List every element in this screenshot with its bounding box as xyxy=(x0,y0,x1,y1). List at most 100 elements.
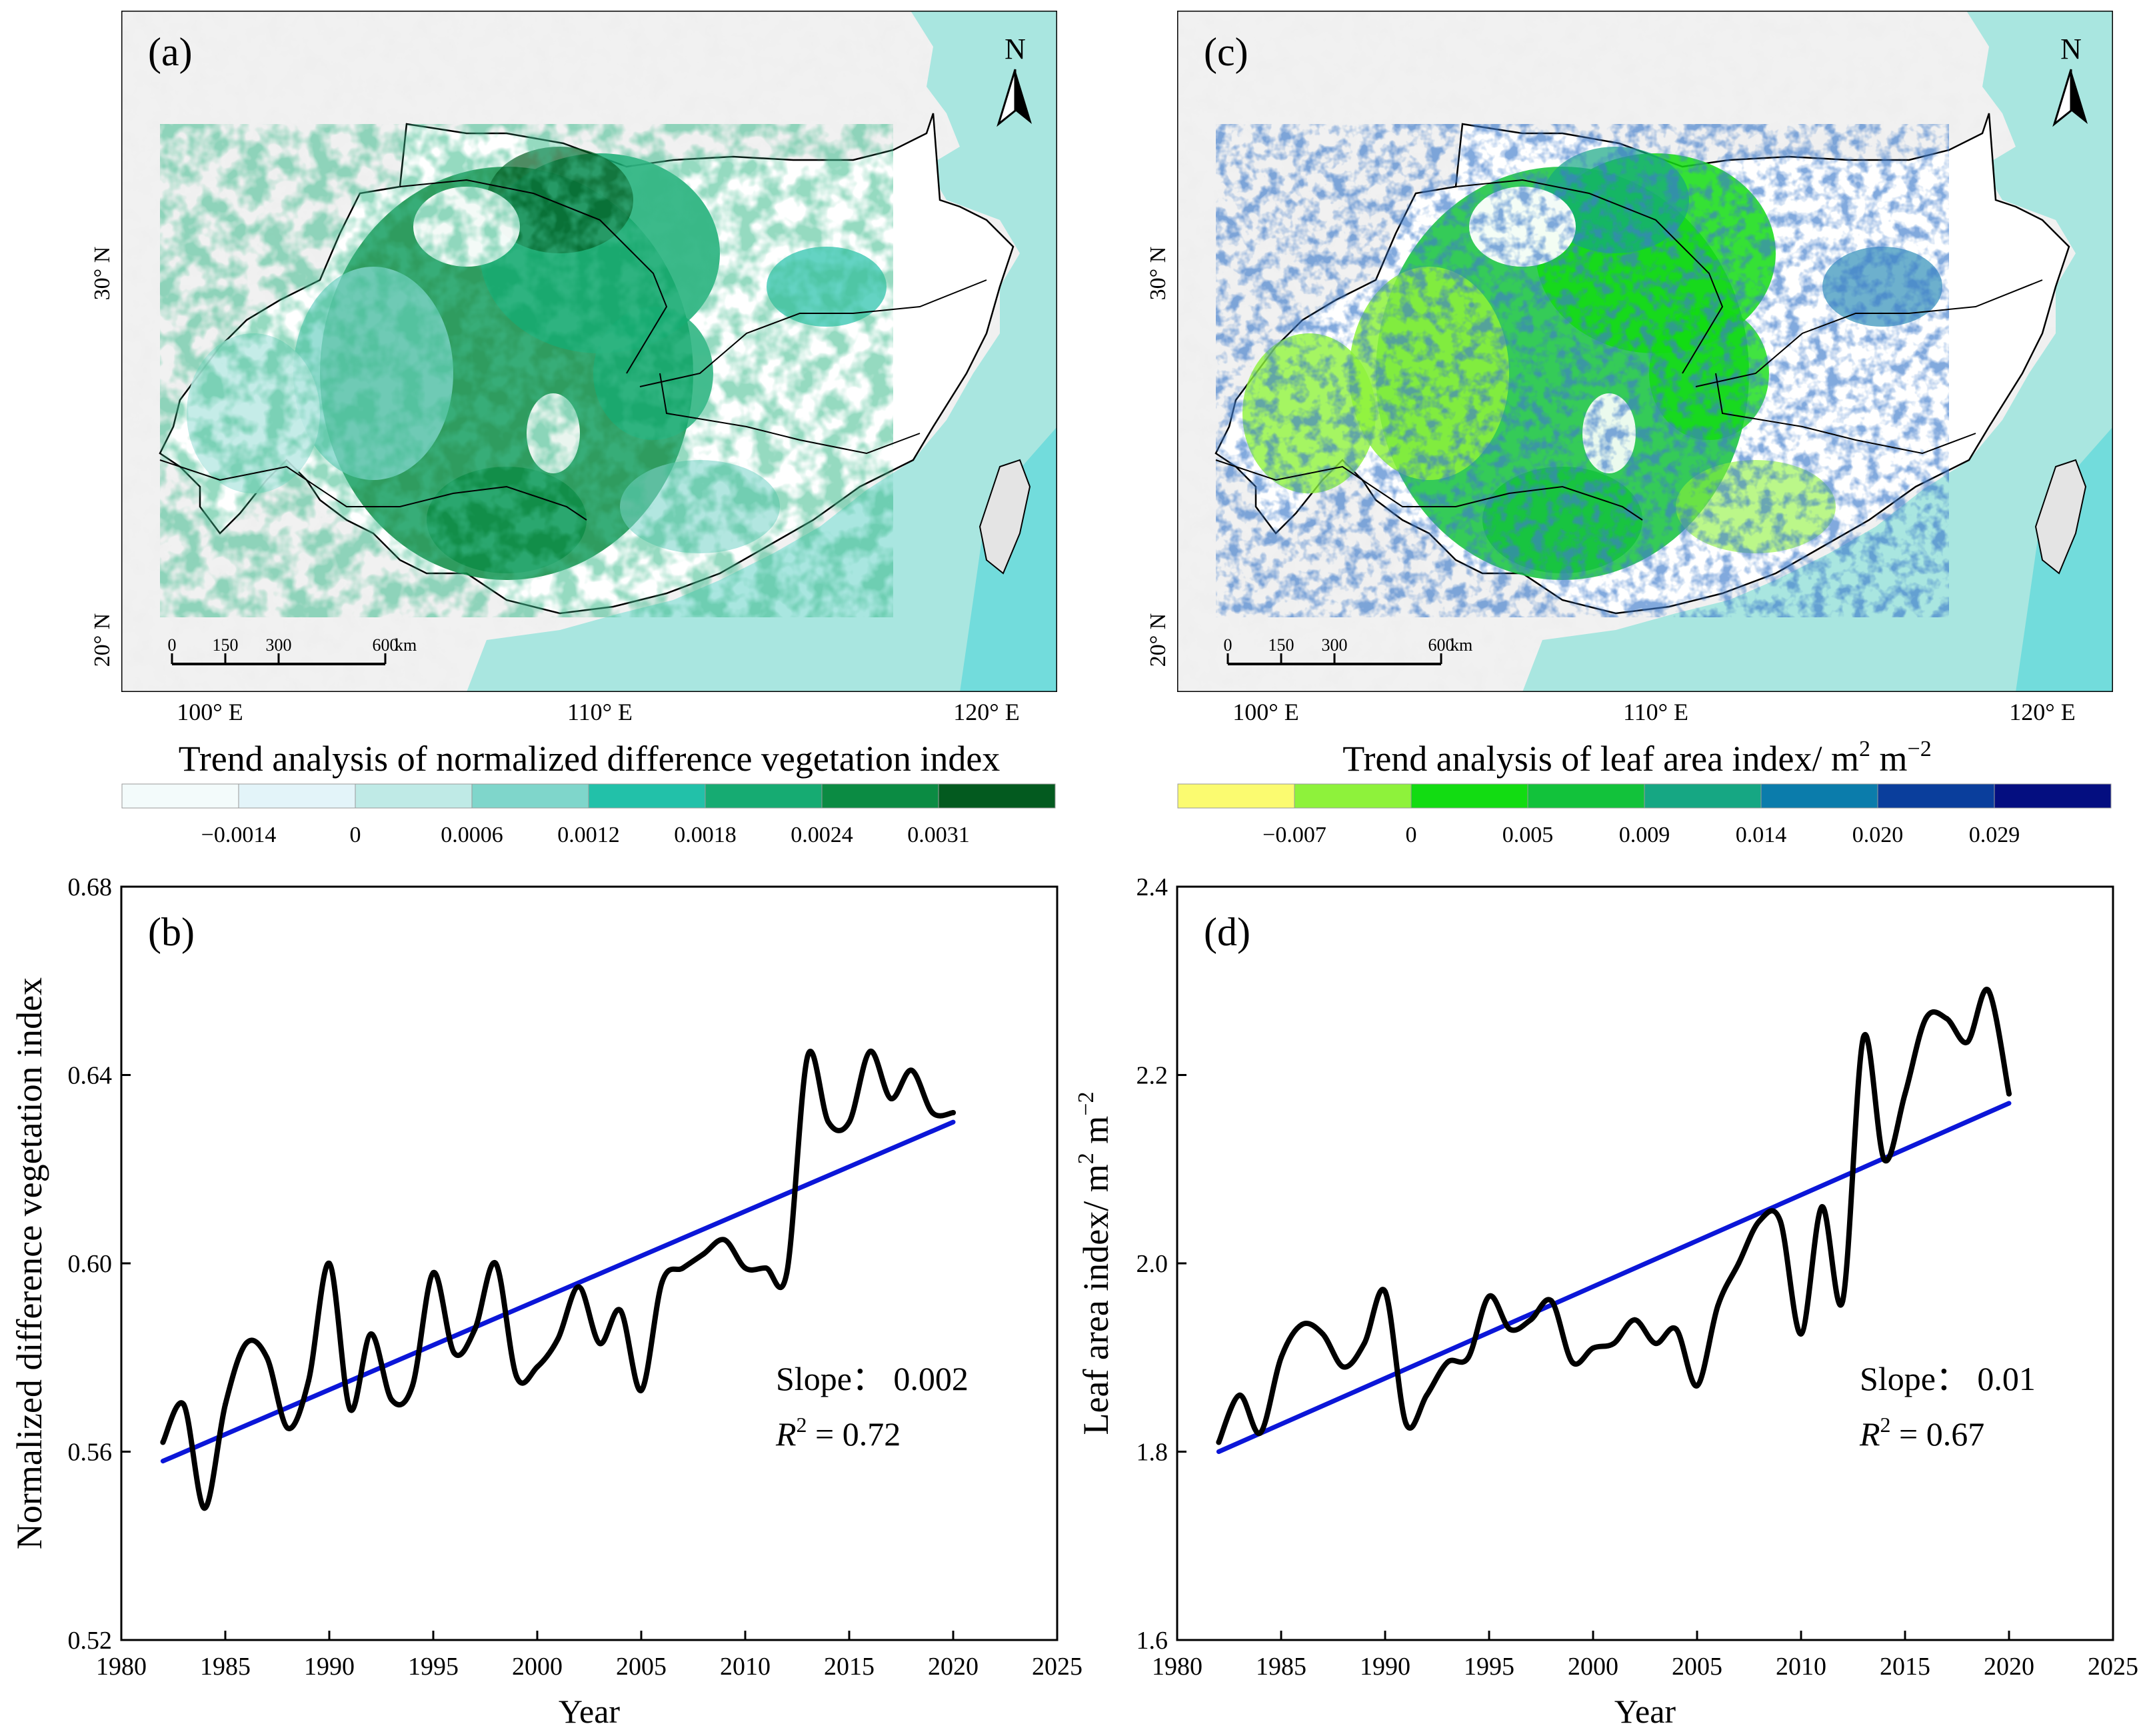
legend-a-swatch xyxy=(355,783,473,809)
legend-a-tick: −0.0014 xyxy=(201,823,277,847)
ndvi-trend-map xyxy=(121,11,1057,692)
chart-d-data-point xyxy=(1819,1204,1825,1210)
chart-b-xtick-label: 2000 xyxy=(512,1653,563,1681)
chart-b-trend-line xyxy=(160,1119,956,1464)
chart-b-xlabel: Year xyxy=(559,1693,620,1730)
map-a-taiwan xyxy=(979,459,1031,575)
chart-d-ytick-label: 1.6 xyxy=(1136,1627,1168,1655)
legend-c-swatch xyxy=(1644,783,1762,809)
chart-b-data-point xyxy=(743,1265,748,1271)
legend-c-swatch xyxy=(1877,783,1995,809)
chart-d-xtick-label: 1980 xyxy=(1152,1653,1202,1681)
chart-b-data-point xyxy=(929,1110,935,1115)
chart-b-ytick-label: 0.56 xyxy=(68,1439,113,1467)
map-c-lat-label: 30° N xyxy=(1146,247,1170,301)
panel-a-label: (a) xyxy=(148,30,193,74)
chart-b-data-point xyxy=(576,1284,582,1290)
chart-b-ytick-label: 0.60 xyxy=(68,1250,113,1278)
chart-b-data-point xyxy=(701,1251,707,1257)
chart-d-data-point xyxy=(1881,1157,1887,1163)
legend-c-tick: 0.020 xyxy=(1852,823,1904,847)
chart-d-data-point xyxy=(1632,1317,1638,1323)
chart-d-xtick-label: 2015 xyxy=(1880,1653,1930,1681)
map-c-lat-label: 20° N xyxy=(1146,613,1170,667)
chart-b-data-point xyxy=(784,1270,790,1276)
chart-d-lai-line xyxy=(1216,987,2012,1445)
map-c-taiwan xyxy=(2034,459,2087,575)
chart-d-data-point xyxy=(1340,1364,1346,1370)
legend-c-swatch xyxy=(1294,783,1412,809)
chart-d-xtick-label: 1995 xyxy=(1464,1653,1514,1681)
chart-b-data-point xyxy=(763,1265,769,1271)
chart-d-ytick-label: 2.2 xyxy=(1136,1062,1168,1090)
chart-b-data-point xyxy=(409,1383,415,1389)
chart-b-data-point xyxy=(825,1119,831,1125)
chart-b-xtick-label: 1990 xyxy=(304,1653,355,1681)
chart-b-ylabel: Normalized difference vegetation index xyxy=(9,977,49,1549)
chart-b-data-point xyxy=(805,1053,811,1059)
chart-b-data-point xyxy=(535,1364,540,1370)
chart-d-ylabel: Leaf area index/ m2 m−2 xyxy=(1074,1092,1116,1435)
chart-d-ylabel-main: Leaf area index/ m xyxy=(1076,1164,1116,1435)
map-a-sea xyxy=(467,11,1057,692)
legend-c-colorbar xyxy=(1177,783,2112,809)
chart-d-panel-label: (d) xyxy=(1204,910,1250,954)
chart-b-xtick-label: 1985 xyxy=(200,1653,251,1681)
chart-b-data-point xyxy=(368,1331,374,1337)
chart-d-xtick-label: 1985 xyxy=(1256,1653,1306,1681)
chart-d-data-point xyxy=(1444,1359,1450,1365)
chart-b-data-point xyxy=(847,1119,852,1125)
chart-d-data-point xyxy=(1611,1341,1617,1347)
chart-b-data-point xyxy=(201,1505,207,1511)
chart-d-ylabel-sup1: 2 xyxy=(1074,1153,1098,1164)
chart-b-data-point xyxy=(285,1425,291,1431)
scalebar-a-tick: 150 xyxy=(213,635,239,655)
chart-b-data-point xyxy=(513,1373,519,1379)
map-c-sea xyxy=(1522,11,2113,692)
chart-d-data-point xyxy=(1361,1341,1367,1347)
chart-b-ytick-label: 0.64 xyxy=(68,1062,113,1090)
map-a-scalebar: 0 150 300 600 km xyxy=(168,635,417,665)
chart-d-data-point xyxy=(1569,1359,1575,1365)
chart-b-xtick-label: 2015 xyxy=(824,1653,875,1681)
chart-d-r2-symbol: R xyxy=(1859,1415,1880,1453)
chart-b-data-point xyxy=(160,1439,166,1445)
legend-c-swatch xyxy=(1410,783,1528,809)
scalebar-c-tick: 0 xyxy=(1224,635,1232,655)
chart-b-data-point xyxy=(472,1326,478,1332)
chart-b-data-point xyxy=(597,1341,603,1347)
chart-b-data-point xyxy=(264,1355,270,1361)
ndvi-timeseries-chart: 1980 1985 1990 1995 2000 2005 2010 2015 2020 2025… xyxy=(9,873,1082,1730)
chart-b-data-point xyxy=(223,1401,228,1407)
chart-d-data-point xyxy=(1985,987,1991,993)
legend-c-tick: 0.029 xyxy=(1969,823,2020,847)
legend-a-swatch xyxy=(821,783,939,809)
chart-d-ylabel-mid: m xyxy=(1076,1116,1116,1153)
chart-b-data-point xyxy=(327,1261,332,1266)
chart-d-xtick-label: 2020 xyxy=(1984,1653,2034,1681)
legend-a-swatch xyxy=(471,783,589,809)
legend-a-swatch xyxy=(121,783,239,809)
legend-c-title-sup1: 2 xyxy=(1859,737,1870,761)
legend-c-title: Trend analysis of leaf area index/ m2 m−… xyxy=(1342,737,1931,779)
chart-d-data-point xyxy=(1756,1218,1762,1224)
chart-d-xtick-label: 1990 xyxy=(1360,1653,1410,1681)
chart-d-data-point xyxy=(1840,1298,1846,1304)
chart-b-data-point xyxy=(888,1095,894,1101)
legend-a-title: Trend analysis of normalized difference … xyxy=(179,739,1001,779)
map-a-subregion-lines xyxy=(159,179,987,521)
legend-c-tick: 0.009 xyxy=(1619,823,1670,847)
chart-b-data-point xyxy=(451,1350,457,1356)
chart-d-data-point xyxy=(1736,1261,1742,1266)
chart-d-data-point xyxy=(1528,1317,1534,1323)
map-c-lon-label: 100° E xyxy=(1232,699,1298,725)
chart-b-data-point xyxy=(617,1307,623,1313)
lai-timeseries-chart: 1980 1985 1990 1995 2000 2005 2010 2015 2020 2025… xyxy=(1074,873,2138,1730)
scalebar-a-tick: 600 xyxy=(373,635,399,655)
map-a-north-label: N xyxy=(1005,33,1026,65)
chart-d-ytick-label: 2.4 xyxy=(1136,873,1168,901)
chart-d-ylabel-sup2: −2 xyxy=(1074,1092,1098,1116)
chart-d-data-point xyxy=(1236,1392,1242,1398)
chart-d-data-point xyxy=(1777,1218,1783,1224)
